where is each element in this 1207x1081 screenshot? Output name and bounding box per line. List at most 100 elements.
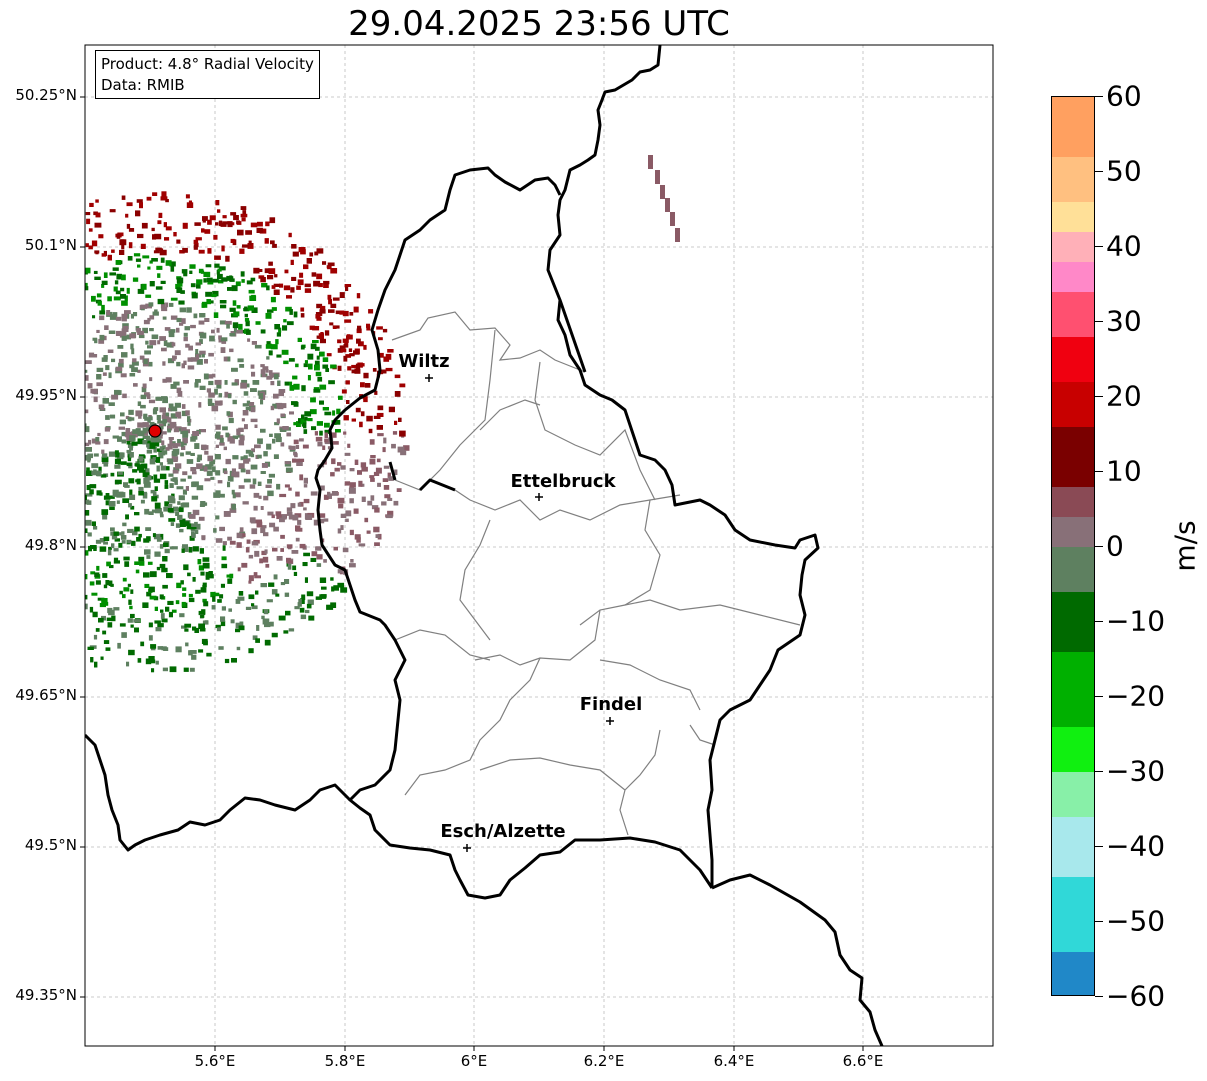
radar-echo-pixel: [239, 527, 244, 532]
radar-echo-pixel: [337, 497, 345, 504]
radar-echo-pixel: [102, 630, 107, 635]
radar-echo-pixel: [199, 548, 204, 554]
radar-echo-pixel: [175, 523, 181, 528]
radar-echo-pixel: [30, 517, 36, 520]
radar-echo-pixel: [181, 410, 188, 417]
colorbar-tick-label: −20: [1106, 679, 1166, 713]
radar-echo-pixel: [102, 398, 109, 404]
radar-echo-pixel: [76, 528, 82, 533]
radar-echo-pixel: [279, 517, 285, 523]
radar-echo-pixel: [61, 406, 68, 412]
radar-echo-pixel: [58, 601, 64, 607]
radar-echo-pixel: [3, 483, 6, 487]
radar-echo-pixel: [330, 432, 337, 438]
radar-echo-pixel: [203, 502, 208, 506]
radar-echo-pixel: [319, 384, 327, 390]
radar-echo-pixel: [140, 463, 147, 468]
radar-echo-pixel: [192, 546, 199, 552]
radar-echo-pixel: [171, 493, 175, 498]
radar-echo-pixel: [172, 469, 179, 474]
radar-echo-pixel: [366, 325, 371, 331]
radar-echo-pixel: [205, 574, 210, 580]
radar-echo-pixel: [378, 337, 383, 341]
radar-echo-pixel: [35, 431, 39, 434]
radar-echo-pixel: [11, 268, 15, 274]
radar-echo-pixel: [195, 379, 201, 383]
radar-echo-pixel: [304, 283, 311, 288]
radar-echo-pixel: [241, 217, 246, 222]
radar-echo-pixel: [99, 315, 105, 321]
radar-echo-pixel: [156, 465, 160, 472]
radar-echo-pixel: [101, 453, 108, 458]
radar-echo-pixel: [222, 468, 227, 473]
radar-echo-pixel: [193, 239, 199, 244]
radar-echo-pixel: [300, 313, 305, 318]
radar-echo-pixel: [59, 466, 66, 471]
radar-echo-pixel: [0, 556, 5, 560]
radar-echo-pixel: [349, 529, 354, 536]
radar-echo-pixel: [14, 369, 21, 373]
radar-echo-pixel: [115, 366, 123, 372]
radar-echo-pixel: [195, 354, 200, 360]
colorbar-tick-label: 20: [1106, 379, 1142, 413]
radar-echo-pixel: [268, 473, 275, 478]
radar-echo-pixel: [137, 438, 144, 445]
radar-echo-pixel: [205, 445, 209, 450]
radar-echo-pixel: [358, 543, 366, 547]
radar-echo-pixel: [109, 495, 115, 499]
radar-echo-pixel: [276, 514, 283, 520]
radar-echo-pixel: [198, 565, 204, 571]
radar-echo-pixel: [35, 486, 39, 492]
radar-echo-pixel: [40, 519, 44, 523]
radar-echo-pixel: [250, 418, 258, 423]
radar-echo-pixel: [159, 249, 167, 256]
radar-echo-pixel: [185, 486, 189, 491]
radar-echo-pixel: [155, 286, 163, 290]
radar-echo-pixel: [185, 548, 189, 552]
radar-echo-pixel: [19, 478, 24, 482]
radar-echo-pixel: [179, 528, 184, 533]
radar-echo-pixel: [130, 313, 134, 319]
radar-echo-pixel: [159, 594, 164, 600]
radar-echo-pixel: [387, 349, 394, 353]
radar-echo-pixel: [243, 307, 247, 312]
radar-echo-pixel: [160, 609, 164, 613]
radar-echo-pixel: [240, 271, 245, 277]
radar-echo-pixel: [85, 519, 92, 526]
radar-echo-pixel: [114, 538, 120, 542]
radar-echo-pixel: [111, 534, 118, 540]
radar-echo-pixel: [298, 458, 305, 462]
radar-echo-pixel: [115, 316, 122, 321]
radar-echo-pixel: [31, 340, 35, 344]
radar-echo-pixel: [139, 202, 143, 209]
radar-echo-pixel: [146, 591, 152, 597]
radar-echo-pixel: [290, 503, 296, 509]
radar-echo-pixel: [291, 244, 297, 249]
radar-echo-pixel: [341, 389, 347, 394]
radar-echo-pixel: [269, 522, 276, 528]
radar-echo-pixel: [251, 528, 258, 535]
radar-echo-pixel: [229, 573, 234, 579]
radar-echo-pixel: [131, 361, 139, 366]
radar-echo-pixel: [166, 342, 173, 348]
radar-echo-pixel: [48, 362, 53, 367]
radar-echo-pixel: [164, 548, 170, 554]
radar-echo-pixel: [255, 519, 262, 524]
radar-echo-pixel: [5, 529, 8, 533]
radar-echo-pixel: [56, 336, 60, 339]
radar-echo-pixel: [62, 633, 66, 638]
radar-echo-pixel: [181, 404, 186, 409]
radar-echo-pixel: [376, 458, 381, 463]
radar-echo-pixel: [305, 514, 313, 520]
lat-tick-label: 49.95°N: [15, 386, 77, 404]
radar-echo-pixel: [67, 259, 73, 263]
radar-echo-pixel: [144, 350, 151, 355]
radar-echo-pixel: [2, 466, 9, 471]
radar-echo-pixel: [107, 296, 112, 302]
radar-echo-pixel: [62, 371, 65, 376]
radar-echo-pixel: [303, 498, 310, 504]
radar-echo-pixel: [39, 432, 46, 437]
radar-echo-pixel: [133, 253, 141, 257]
radar-echo-pixel: [138, 415, 142, 419]
radar-echo-pixel: [96, 367, 104, 372]
